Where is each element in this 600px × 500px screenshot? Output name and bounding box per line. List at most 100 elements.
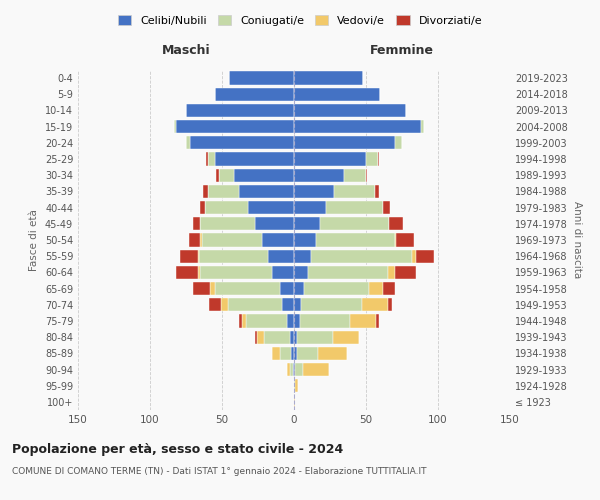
Bar (257, 330, 264, 344)
Bar (268, 250, 294, 263)
Bar (350, 314, 376, 328)
Text: Femmine: Femmine (370, 44, 434, 57)
Bar (203, 185, 208, 198)
Bar (180, 250, 197, 263)
Bar (294, 72, 363, 85)
Bar (248, 201, 294, 214)
Bar (396, 234, 413, 246)
Bar (262, 234, 294, 246)
Bar (219, 168, 233, 182)
Bar (297, 346, 319, 360)
Bar (255, 217, 294, 230)
Bar (383, 201, 391, 214)
Bar (197, 250, 199, 263)
Bar (215, 88, 294, 101)
Bar (294, 346, 297, 360)
Legend: Celibi/Nubili, Coniugati/e, Vedovi/e, Divorziati/e: Celibi/Nubili, Coniugati/e, Vedovi/e, Di… (113, 10, 487, 30)
Bar (294, 217, 320, 230)
Y-axis label: Fasce di età: Fasce di età (29, 209, 39, 271)
Bar (301, 298, 362, 312)
Bar (242, 314, 247, 328)
Bar (388, 266, 395, 279)
Bar (216, 168, 219, 182)
Bar (366, 168, 367, 182)
Bar (197, 266, 200, 279)
Bar (199, 250, 268, 263)
Bar (294, 168, 344, 182)
Bar (294, 104, 406, 117)
Bar (176, 266, 197, 279)
Bar (215, 152, 294, 166)
Bar (186, 136, 190, 149)
Bar (294, 88, 380, 101)
Bar (205, 201, 248, 214)
Bar (208, 152, 215, 166)
Bar (294, 120, 421, 134)
Bar (294, 201, 326, 214)
Bar (294, 330, 297, 344)
Bar (294, 282, 304, 295)
Bar (280, 346, 291, 360)
Bar (206, 152, 208, 166)
Bar (215, 282, 280, 295)
Bar (272, 266, 294, 279)
Bar (193, 217, 200, 230)
Bar (229, 72, 294, 85)
Bar (369, 282, 383, 295)
Bar (326, 201, 383, 214)
Bar (416, 250, 434, 263)
Bar (366, 152, 377, 166)
Bar (389, 217, 403, 230)
Text: COMUNE DI COMANO TERME (TN) - Dati ISTAT 1° gennaio 2024 - Elaborazione TUTTITAL: COMUNE DI COMANO TERME (TN) - Dati ISTAT… (12, 468, 427, 476)
Bar (200, 234, 202, 246)
Bar (421, 120, 424, 134)
Bar (294, 266, 308, 279)
Bar (255, 330, 257, 344)
Text: Maschi: Maschi (161, 44, 211, 57)
Bar (344, 168, 366, 182)
Bar (208, 185, 239, 198)
Bar (239, 185, 294, 198)
Bar (302, 363, 329, 376)
Bar (200, 266, 272, 279)
Bar (175, 120, 176, 134)
Bar (290, 363, 293, 376)
Bar (294, 396, 295, 408)
Bar (291, 346, 294, 360)
Bar (287, 363, 290, 376)
Bar (211, 282, 215, 295)
Bar (334, 185, 374, 198)
Bar (412, 250, 416, 263)
Bar (239, 314, 242, 328)
Bar (320, 217, 389, 230)
Bar (221, 298, 228, 312)
Bar (272, 346, 280, 360)
Bar (395, 266, 416, 279)
Bar (374, 185, 379, 198)
Bar (287, 314, 294, 328)
Bar (228, 298, 283, 312)
Bar (294, 314, 300, 328)
Bar (294, 152, 366, 166)
Bar (316, 234, 395, 246)
Bar (202, 234, 262, 246)
Bar (383, 282, 395, 295)
Bar (247, 314, 287, 328)
Bar (308, 266, 388, 279)
Bar (294, 298, 301, 312)
Bar (186, 104, 294, 117)
Bar (294, 363, 295, 376)
Bar (297, 330, 333, 344)
Bar (233, 168, 294, 182)
Bar (190, 136, 294, 149)
Bar (295, 379, 298, 392)
Bar (295, 363, 302, 376)
Y-axis label: Anni di nascita: Anni di nascita (572, 202, 581, 278)
Bar (311, 250, 412, 263)
Bar (395, 136, 402, 149)
Bar (283, 298, 294, 312)
Bar (264, 330, 290, 344)
Bar (333, 330, 359, 344)
Bar (294, 250, 311, 263)
Bar (200, 201, 205, 214)
